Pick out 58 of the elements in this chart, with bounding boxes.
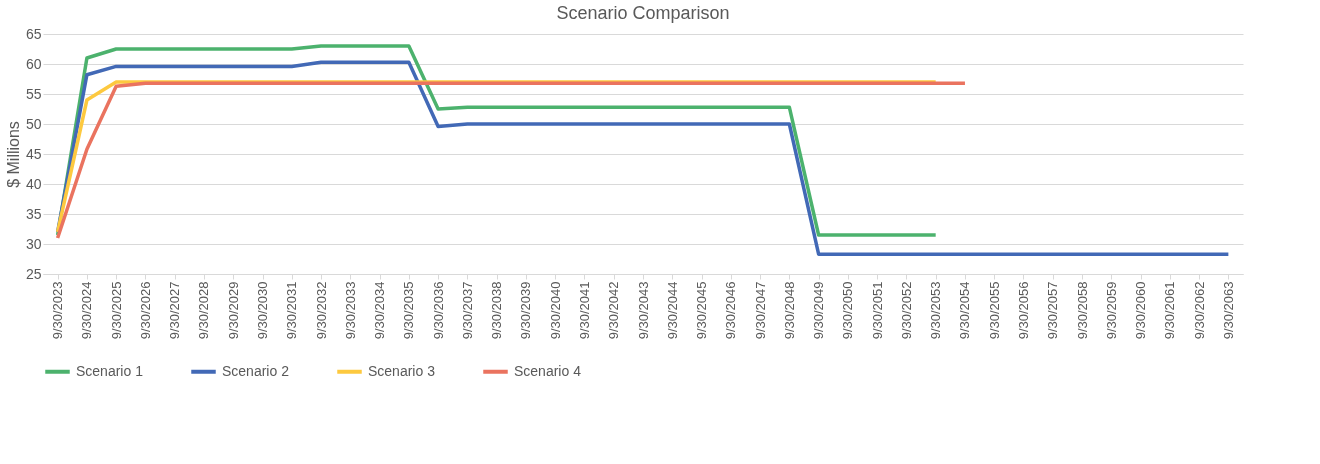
x-tick-label: 9/30/2035 xyxy=(401,281,417,340)
y-tick-label: 65 xyxy=(25,25,42,42)
x-tick-label: 9/30/2036 xyxy=(430,281,446,340)
y-tick-label: 35 xyxy=(25,205,42,222)
x-tick-label: 9/30/2042 xyxy=(606,281,622,340)
legend-label: Scenario 2 xyxy=(222,362,290,379)
x-tick-label: 9/30/2038 xyxy=(489,281,505,340)
x-tick-label: 9/30/2029 xyxy=(225,281,241,340)
x-tick-label: 9/30/2056 xyxy=(1015,281,1031,340)
x-tick-label: 9/30/2059 xyxy=(1103,281,1119,340)
legend-label: Scenario 4 xyxy=(514,362,582,379)
x-tick-label: 9/30/2023 xyxy=(50,281,66,340)
x-tick-label: 9/30/2043 xyxy=(635,281,651,340)
legend-label: Scenario 3 xyxy=(368,362,436,379)
y-tick-label: 50 xyxy=(25,115,42,132)
x-tick-label: 9/30/2058 xyxy=(1074,281,1090,340)
x-tick-label: 9/30/2034 xyxy=(372,281,388,340)
x-tick-label: 9/30/2055 xyxy=(986,281,1002,340)
x-tick-label: 9/30/2039 xyxy=(518,281,534,340)
y-tick-label: 25 xyxy=(25,265,42,282)
x-tick-label: 9/30/2028 xyxy=(196,281,212,340)
x-tick-label: 9/30/2048 xyxy=(781,281,797,340)
x-tick-label: 9/30/2027 xyxy=(167,281,183,340)
x-tick-label: 9/30/2033 xyxy=(342,281,358,340)
x-tick-label: 9/30/2054 xyxy=(957,281,973,340)
y-tick-label: 60 xyxy=(25,55,42,72)
x-tick-label: 9/30/2044 xyxy=(664,281,680,340)
x-tick-label: 9/30/2051 xyxy=(869,281,885,340)
x-tick-label: 9/30/2052 xyxy=(898,281,914,340)
legend-label: Scenario 1 xyxy=(76,362,144,379)
x-tick-label: 9/30/2049 xyxy=(811,281,827,340)
x-tick-label: 9/30/2061 xyxy=(1162,281,1178,340)
x-tick-label: 9/30/2063 xyxy=(1220,281,1236,340)
x-tick-label: 9/30/2041 xyxy=(576,281,592,340)
x-tick-label: 9/30/2040 xyxy=(547,281,563,340)
y-tick-label: 40 xyxy=(25,175,42,192)
x-tick-label: 9/30/2057 xyxy=(1045,281,1061,340)
x-tick-label: 9/30/2047 xyxy=(752,281,768,340)
x-tick-label: 9/30/2060 xyxy=(1133,281,1149,340)
x-tick-label: 9/30/2024 xyxy=(79,281,95,340)
x-tick-label: 9/30/2037 xyxy=(459,281,475,340)
x-tick-label: 9/30/2030 xyxy=(255,281,271,340)
x-tick-label: 9/30/2050 xyxy=(840,281,856,340)
y-tick-label: 30 xyxy=(25,235,42,252)
chart-title: Scenario Comparison xyxy=(556,3,730,23)
line-series xyxy=(55,60,1231,256)
x-tick-label: 9/30/2031 xyxy=(284,281,300,340)
x-tick-label: 9/30/2032 xyxy=(313,281,329,340)
x-tick-label: 9/30/2025 xyxy=(108,281,124,340)
x-tick-label: 9/30/2046 xyxy=(723,281,739,340)
x-tick-label: 9/30/2026 xyxy=(137,281,153,340)
y-axis-title: $ Millions xyxy=(4,121,22,188)
y-tick-label: 55 xyxy=(25,85,42,102)
x-tick-label: 9/30/2045 xyxy=(694,281,710,340)
y-tick-label: 45 xyxy=(25,145,42,162)
x-tick-label: 9/30/2062 xyxy=(1191,281,1207,340)
x-tick-label: 9/30/2053 xyxy=(928,281,944,340)
line-series xyxy=(55,44,938,237)
